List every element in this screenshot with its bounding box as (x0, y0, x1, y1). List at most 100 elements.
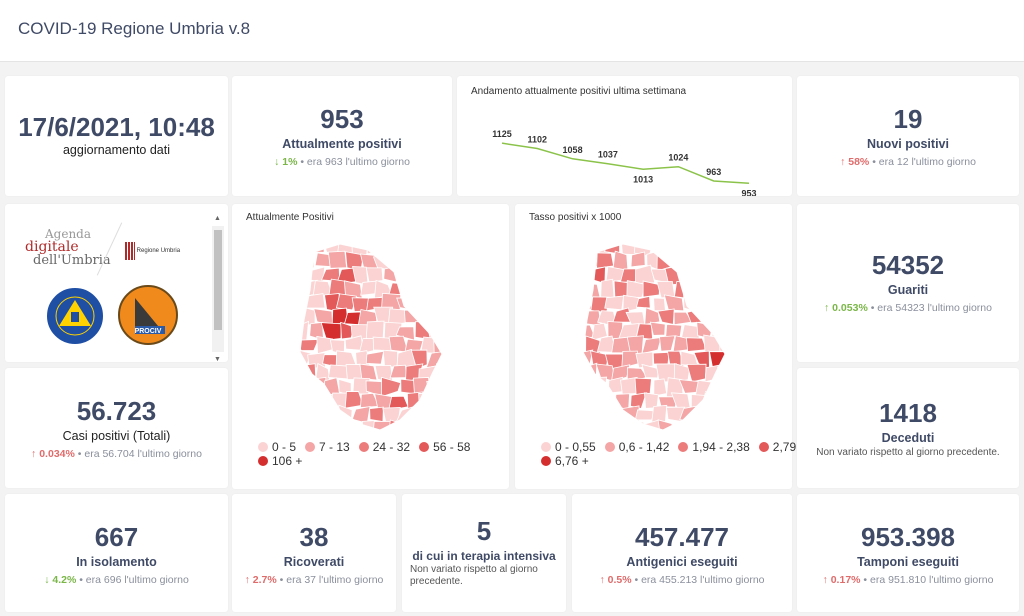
municipality-area[interactable] (488, 380, 507, 397)
municipality-area[interactable] (342, 422, 361, 438)
legend-item[interactable]: 1,94 - 2,38 (678, 440, 750, 454)
umbria-map-positivi[interactable] (232, 224, 509, 454)
municipality-area[interactable] (575, 266, 591, 286)
municipality-area[interactable] (641, 337, 662, 355)
municipality-area[interactable] (764, 422, 779, 434)
municipality-area[interactable] (494, 392, 509, 407)
municipality-area[interactable] (701, 280, 720, 296)
municipality-area[interactable] (291, 238, 310, 257)
municipality-area[interactable] (494, 421, 509, 439)
municipality-area[interactable] (327, 250, 348, 269)
municipality-area[interactable] (595, 419, 616, 438)
municipality-area[interactable] (494, 364, 509, 380)
municipality-area[interactable] (740, 266, 758, 283)
municipality-area[interactable] (747, 310, 766, 324)
municipality-area[interactable] (292, 294, 308, 309)
municipality-area[interactable] (755, 354, 774, 365)
municipality-area[interactable] (592, 376, 608, 393)
municipality-area[interactable] (578, 378, 595, 398)
municipality-area[interactable] (446, 354, 457, 364)
legend-item[interactable]: 6,76 + (541, 454, 589, 468)
municipality-area[interactable] (474, 294, 489, 311)
municipality-area[interactable] (372, 421, 393, 439)
municipality-area[interactable] (771, 266, 787, 285)
municipality-area[interactable] (635, 295, 651, 309)
municipality-area[interactable] (291, 377, 313, 395)
logos-scrollbar[interactable]: ▲ ▼ (212, 215, 224, 363)
municipality-area[interactable] (486, 408, 503, 424)
legend-item[interactable]: 56 - 58 (419, 440, 470, 454)
municipality-area[interactable] (327, 364, 349, 380)
municipality-area[interactable] (754, 407, 773, 425)
municipality-area[interactable] (452, 310, 465, 322)
municipality-area[interactable] (663, 294, 685, 312)
municipality-area[interactable] (734, 391, 751, 411)
municipality-area[interactable] (591, 322, 608, 341)
municipality-area[interactable] (651, 404, 668, 423)
municipality-area[interactable] (498, 283, 509, 298)
municipality-area[interactable] (635, 351, 654, 369)
municipality-area[interactable] (770, 323, 789, 340)
municipality-area[interactable] (712, 294, 728, 312)
municipality-area[interactable] (491, 326, 505, 341)
municipality-area[interactable] (441, 242, 460, 257)
municipality-area[interactable] (433, 335, 449, 355)
municipality-area[interactable] (396, 239, 415, 256)
municipality-area[interactable] (480, 253, 496, 270)
municipality-area[interactable] (496, 450, 509, 454)
municipality-area[interactable] (776, 338, 792, 352)
municipality-area[interactable] (724, 297, 744, 310)
municipality-area[interactable] (757, 265, 775, 281)
municipality-area[interactable] (487, 267, 505, 285)
municipality-area[interactable] (635, 264, 656, 285)
municipality-area[interactable] (762, 335, 781, 353)
municipality-area[interactable] (686, 363, 707, 383)
municipality-area[interactable] (443, 265, 459, 282)
municipality-area[interactable] (757, 322, 774, 340)
municipality-area[interactable] (446, 377, 458, 393)
municipality-area[interactable] (312, 419, 330, 435)
municipality-area[interactable] (695, 379, 713, 397)
municipality-area[interactable] (773, 377, 787, 395)
scroll-up-icon[interactable]: ▲ (214, 215, 221, 222)
municipality-area[interactable] (344, 311, 361, 326)
municipality-area[interactable] (365, 350, 385, 365)
municipality-area[interactable] (687, 251, 708, 272)
municipality-area[interactable] (762, 281, 781, 299)
municipality-area[interactable] (764, 310, 778, 325)
municipality-area[interactable] (475, 268, 490, 282)
municipality-area[interactable] (729, 409, 741, 423)
municipality-area[interactable] (762, 364, 781, 379)
municipality-area[interactable] (612, 421, 633, 436)
municipality-area[interactable] (596, 252, 615, 269)
municipality-area[interactable] (479, 310, 497, 325)
municipality-area[interactable] (296, 408, 312, 423)
municipality-area[interactable] (419, 251, 439, 271)
municipality-area[interactable] (316, 335, 334, 355)
municipality-area[interactable] (410, 241, 432, 255)
municipality-area[interactable] (770, 298, 785, 311)
municipality-area[interactable] (422, 420, 438, 438)
municipality-area[interactable] (681, 264, 701, 282)
municipality-area[interactable] (690, 394, 707, 409)
municipality-area[interactable] (380, 376, 402, 398)
municipality-area[interactable] (610, 364, 631, 383)
legend-item[interactable]: 7 - 13 (305, 440, 350, 454)
municipality-area[interactable] (713, 405, 729, 425)
municipality-area[interactable] (780, 310, 792, 327)
municipality-area[interactable] (731, 310, 751, 323)
municipality-area[interactable] (298, 252, 315, 269)
municipality-area[interactable] (747, 364, 762, 381)
municipality-area[interactable] (481, 335, 498, 352)
municipality-area[interactable] (465, 280, 484, 294)
municipality-area[interactable] (720, 252, 737, 271)
municipality-area[interactable] (335, 293, 357, 311)
municipality-area[interactable] (449, 365, 468, 380)
municipality-area[interactable] (441, 323, 461, 339)
municipality-area[interactable] (716, 365, 735, 380)
municipality-area[interactable] (763, 396, 780, 408)
municipality-area[interactable] (298, 363, 317, 381)
municipality-area[interactable] (659, 335, 676, 352)
municipality-area[interactable] (488, 239, 503, 253)
municipality-area[interactable] (320, 322, 342, 341)
